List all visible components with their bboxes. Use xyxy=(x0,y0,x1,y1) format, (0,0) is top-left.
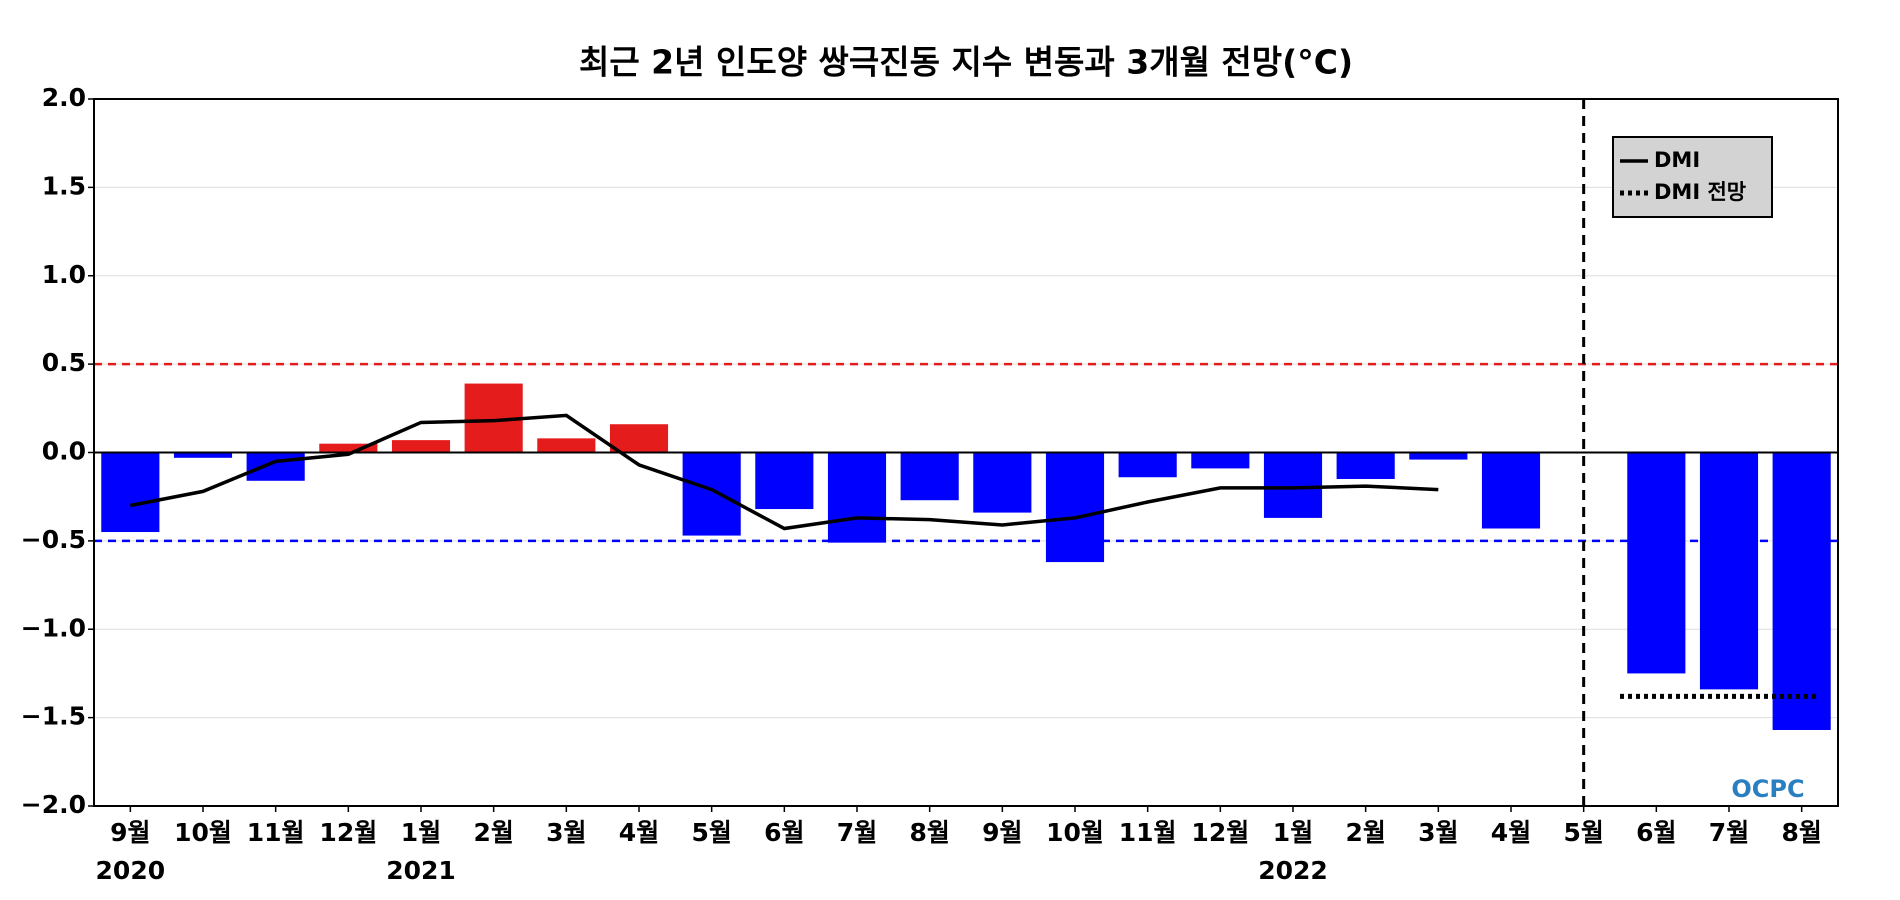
legend-box xyxy=(1612,136,1773,218)
x-tick-label: 5월 xyxy=(1563,818,1603,847)
x-tick-label: 12월 xyxy=(1191,818,1249,847)
y-tick-label: 2.0 xyxy=(42,83,86,112)
y-tick-label: 1.5 xyxy=(42,171,86,200)
bar xyxy=(1772,452,1831,730)
bar xyxy=(900,452,959,501)
x-tick-label: 8월 xyxy=(909,818,949,847)
bar xyxy=(827,452,887,543)
bar xyxy=(173,452,233,458)
bar xyxy=(101,452,160,533)
bar xyxy=(246,452,305,481)
y-tick-label: 0.5 xyxy=(42,348,86,377)
legend-label: DMI xyxy=(1654,148,1700,172)
bar xyxy=(1191,452,1250,469)
bar xyxy=(1409,452,1468,460)
bar xyxy=(391,440,451,453)
year-label: 2022 xyxy=(1258,856,1328,885)
series-line xyxy=(129,413,1439,531)
bar xyxy=(609,424,669,453)
y-tick-label: −1.0 xyxy=(21,613,86,642)
x-tick-label: 10월 xyxy=(174,818,232,847)
y-tick-label: 1.0 xyxy=(42,260,86,289)
x-tick-label: 2월 xyxy=(1345,818,1385,847)
x-tick-label: 3월 xyxy=(546,818,586,847)
bar xyxy=(1699,452,1759,690)
x-tick-label: 9월 xyxy=(982,818,1022,847)
y-tick-label: −2.0 xyxy=(21,790,86,819)
x-tick-label: 7월 xyxy=(837,818,877,847)
bar xyxy=(1263,452,1323,518)
x-tick-label: 1월 xyxy=(1273,818,1313,847)
year-label: 2021 xyxy=(386,856,456,885)
bar xyxy=(1481,452,1541,529)
y-tick-label: −0.5 xyxy=(21,525,86,554)
x-tick-label: 1월 xyxy=(401,818,441,847)
x-tick-label: 10월 xyxy=(1046,818,1104,847)
x-tick-label: 6월 xyxy=(1636,818,1676,847)
legend-label: DMI 전망 xyxy=(1654,180,1746,204)
bar xyxy=(682,452,741,536)
x-tick-label: 4월 xyxy=(619,818,659,847)
bar xyxy=(1045,452,1105,563)
x-tick-label: 7월 xyxy=(1709,818,1749,847)
bar xyxy=(973,452,1032,513)
x-tick-label: 9월 xyxy=(110,818,150,847)
chart-title: 최근 2년 인도양 쌍극진동 지수 변동과 3개월 전망(°C) xyxy=(579,43,1353,82)
logo: OCPC xyxy=(1731,775,1804,803)
bar xyxy=(1118,452,1177,478)
x-tick-label: 6월 xyxy=(764,818,804,847)
bar xyxy=(319,443,378,453)
x-tick-label: 11월 xyxy=(1119,818,1177,847)
plot-frame xyxy=(93,98,1839,807)
year-label: 2020 xyxy=(96,856,166,885)
y-tick-label: −1.5 xyxy=(21,702,86,731)
x-tick-label: 8월 xyxy=(1781,818,1821,847)
bar xyxy=(537,438,596,453)
x-tick-label: 2월 xyxy=(473,818,513,847)
bar xyxy=(755,452,814,510)
bar xyxy=(1336,452,1395,480)
x-tick-label: 5월 xyxy=(691,818,731,847)
y-tick-label: 0.0 xyxy=(42,437,86,466)
x-tick-label: 11월 xyxy=(247,818,305,847)
x-tick-label: 12월 xyxy=(319,818,377,847)
bar xyxy=(1627,452,1686,674)
x-tick-label: 3월 xyxy=(1418,818,1458,847)
x-tick-label: 4월 xyxy=(1491,818,1531,847)
